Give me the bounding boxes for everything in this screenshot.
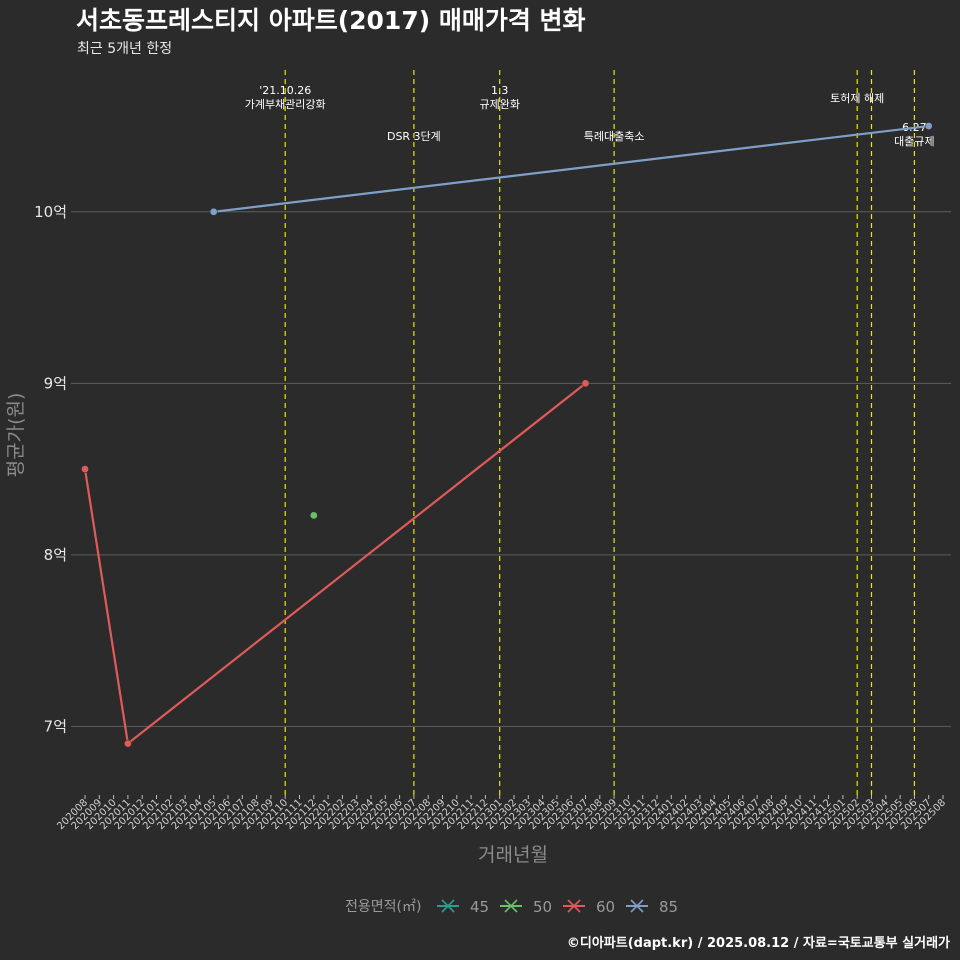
event-label-line: 대출규제 bbox=[894, 135, 934, 148]
event-label-line: '21.10.26 bbox=[259, 84, 311, 97]
legend-item-60: 60 bbox=[563, 898, 615, 916]
caption: ©디아파트(dapt.kr) / 2025.08.12 / 자료=국토교통부 실… bbox=[567, 935, 950, 951]
legend-label: 60 bbox=[596, 898, 615, 916]
y-axis: 7억 8억 9억 10억 bbox=[34, 203, 67, 736]
event-label: DSR 3단계 bbox=[387, 130, 441, 143]
data-point-85 bbox=[924, 122, 933, 130]
y-tick-label: 8억 bbox=[44, 546, 67, 564]
chart-title: 서초동프레스티지 아파트(2017) 매매가격 변화 bbox=[76, 6, 586, 35]
legend-key-mark bbox=[504, 899, 518, 913]
event-label: '21.10.26 가계부채관리강화 bbox=[245, 84, 326, 111]
data-point-85 bbox=[209, 207, 218, 216]
event-label-line: 1.3 bbox=[491, 84, 509, 97]
legend-title: 전용면적(㎡) bbox=[345, 899, 421, 915]
data-point-50 bbox=[309, 511, 318, 520]
grid-lines bbox=[71, 211, 951, 727]
event-label: 특례대출축소 bbox=[584, 130, 645, 143]
series-line-60 bbox=[83, 382, 587, 745]
series-group bbox=[81, 122, 933, 748]
event-label-line: 규제완화 bbox=[479, 98, 519, 111]
y-tick-label: 9억 bbox=[44, 374, 67, 392]
data-point-60 bbox=[581, 379, 590, 388]
legend-label: 45 bbox=[470, 898, 489, 916]
legend: 전용면적(㎡) 45 50 60 85 bbox=[345, 898, 678, 916]
legend-key-mark bbox=[630, 899, 644, 913]
x-axis-title: 거래년월 bbox=[478, 844, 548, 866]
data-point-60 bbox=[124, 739, 132, 748]
chart-subtitle: 최근 5개년 한정 bbox=[77, 41, 172, 57]
event-label-line: 가계부채관리강화 bbox=[245, 98, 326, 111]
legend-key-mark bbox=[441, 899, 455, 913]
legend-key-mark bbox=[567, 899, 581, 913]
legend-label: 85 bbox=[659, 898, 678, 916]
legend-item-85: 85 bbox=[626, 898, 678, 916]
legend-label: 50 bbox=[533, 898, 552, 916]
legend-item-45: 45 bbox=[437, 898, 489, 916]
event-label: 1.3 규제완화 bbox=[479, 84, 519, 111]
event-label: 토허제 해제 bbox=[830, 91, 884, 105]
y-tick-label: 10억 bbox=[34, 203, 67, 221]
data-point-60 bbox=[81, 465, 89, 473]
series-line-85 bbox=[213, 124, 929, 213]
y-axis-title: 평균가(원) bbox=[5, 393, 27, 478]
y-tick-label: 7억 bbox=[44, 717, 67, 735]
x-axis: 2020082020092020102020112020122021012021… bbox=[55, 795, 948, 832]
legend-item-50: 50 bbox=[500, 898, 552, 916]
